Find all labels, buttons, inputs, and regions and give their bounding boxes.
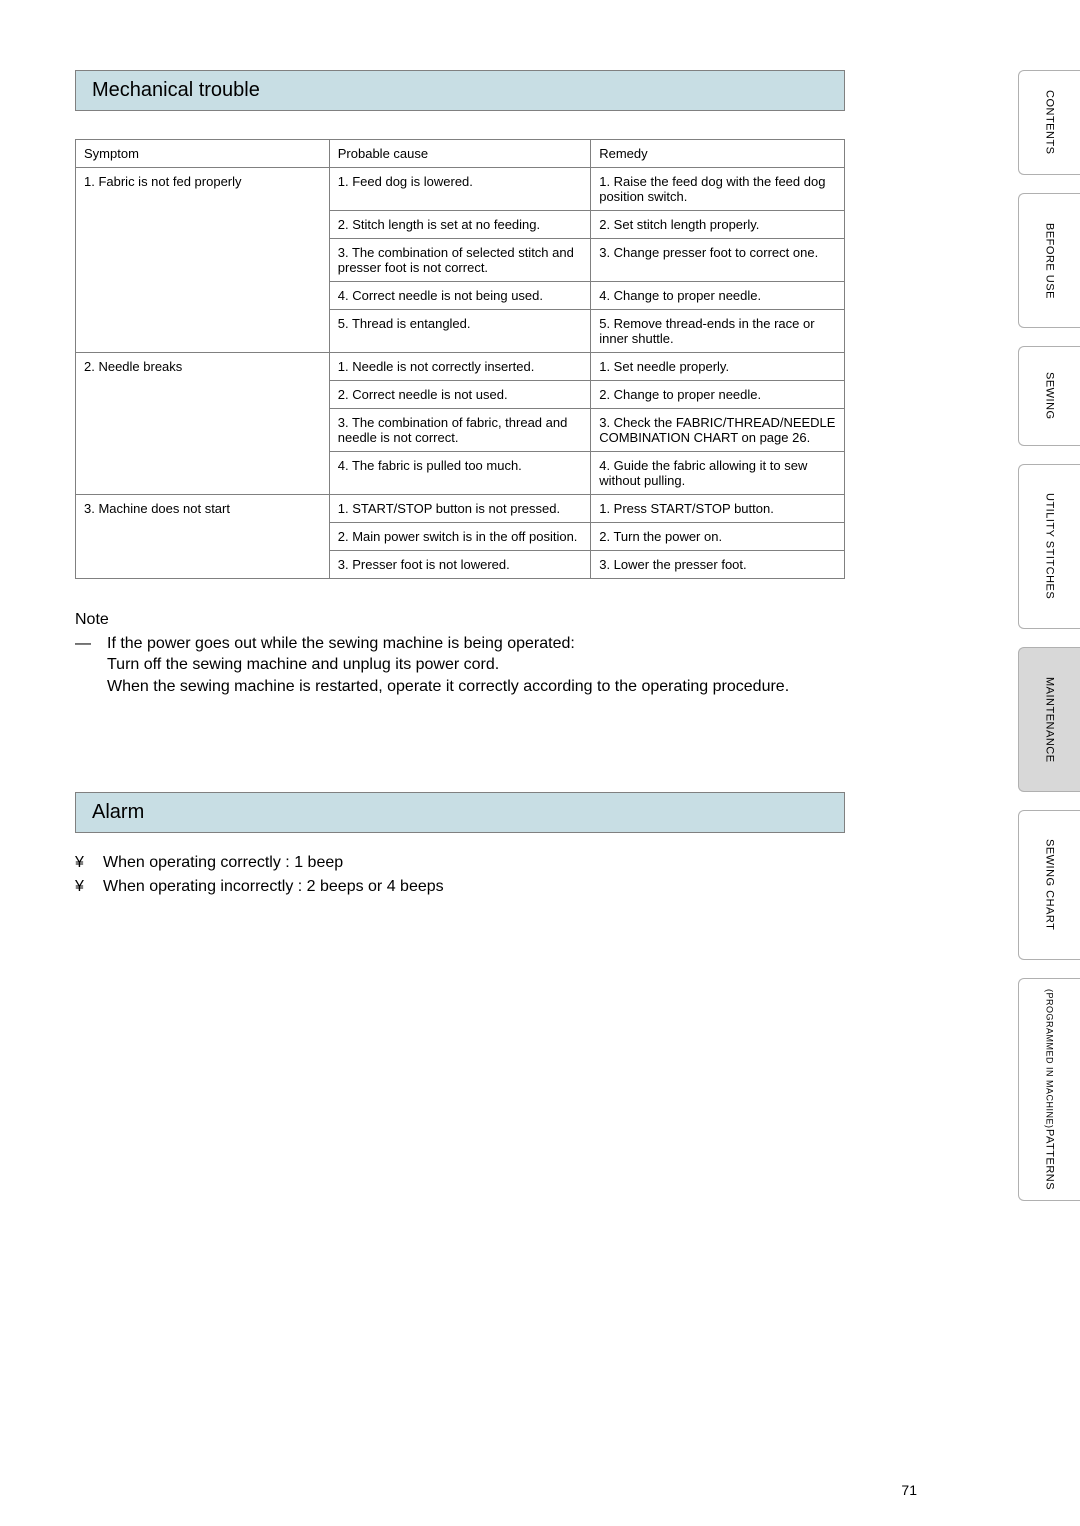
cause-cell: 2. Main power switch is in the off posit…	[329, 523, 590, 551]
mechanical-trouble-header: Mechanical trouble	[75, 70, 845, 111]
note-title: Note	[75, 609, 845, 631]
alarm-list: ¥When operating correctly : 1 beep¥When …	[75, 851, 845, 897]
cause-cell: 3. Presser foot is not lowered.	[329, 551, 590, 579]
remedy-cell: 1. Raise the feed dog with the feed dog …	[591, 168, 845, 211]
side-tab[interactable]: BEFORE USE	[1018, 193, 1080, 328]
note-block: Note — If the power goes out while the s…	[75, 609, 845, 697]
side-tab[interactable]: SEWING CHART	[1018, 810, 1080, 960]
side-tab[interactable]: UTILITY STITCHES	[1018, 464, 1080, 629]
remedy-cell: 1. Press START/STOP button.	[591, 495, 845, 523]
page-number: 71	[155, 1482, 925, 1498]
cause-cell: 1. Needle is not correctly inserted.	[329, 353, 590, 381]
cause-cell: 4. Correct needle is not being used.	[329, 282, 590, 310]
remedy-cell: 3. Change presser foot to correct one.	[591, 239, 845, 282]
remedy-cell: 5. Remove thread-ends in the race or inn…	[591, 310, 845, 353]
symptom-cell: 3. Machine does not start	[76, 495, 330, 579]
note-dash: —	[75, 633, 107, 655]
th-remedy: Remedy	[591, 140, 845, 168]
remedy-cell: 4. Change to proper needle.	[591, 282, 845, 310]
alarm-bullet: ¥	[75, 875, 103, 898]
cause-cell: 3. The combination of selected stitch an…	[329, 239, 590, 282]
cause-cell: 1. Feed dog is lowered.	[329, 168, 590, 211]
side-tab[interactable]: MAINTENANCE	[1018, 647, 1080, 792]
cause-cell: 4. The fabric is pulled too much.	[329, 452, 590, 495]
cause-cell: 5. Thread is entangled.	[329, 310, 590, 353]
note-line3: When the sewing machine is restarted, op…	[75, 676, 845, 698]
cause-cell: 3. The combination of fabric, thread and…	[329, 409, 590, 452]
remedy-cell: 3. Lower the presser foot.	[591, 551, 845, 579]
cause-cell: 1. START/STOP button is not pressed.	[329, 495, 590, 523]
remedy-cell: 2. Change to proper needle.	[591, 381, 845, 409]
th-symptom: Symptom	[76, 140, 330, 168]
alarm-header: Alarm	[75, 792, 845, 833]
alarm-bullet: ¥	[75, 851, 103, 874]
side-tab[interactable]: SEWING	[1018, 346, 1080, 446]
remedy-cell: 2. Set stitch length properly.	[591, 211, 845, 239]
trouble-table: Symptom Probable cause Remedy 1. Fabric …	[75, 139, 845, 579]
side-tab[interactable]: CONTENTS	[1018, 70, 1080, 175]
remedy-cell: 3. Check the FABRIC/THREAD/NEEDLE COMBIN…	[591, 409, 845, 452]
remedy-cell: 2. Turn the power on.	[591, 523, 845, 551]
remedy-cell: 4. Guide the fabric allowing it to sew w…	[591, 452, 845, 495]
remedy-cell: 1. Set needle properly.	[591, 353, 845, 381]
note-line2: Turn off the sewing machine and unplug i…	[75, 654, 845, 676]
alarm-item-text: When operating correctly : 1 beep	[103, 851, 343, 874]
side-tab[interactable]: (PROGRAMMED IN MACHINE)PATTERNS	[1018, 978, 1080, 1201]
note-line1: If the power goes out while the sewing m…	[107, 633, 845, 655]
cause-cell: 2. Correct needle is not used.	[329, 381, 590, 409]
th-cause: Probable cause	[329, 140, 590, 168]
side-tabs: CONTENTS BEFORE USE SEWING UTILITY STITCHES…	[1018, 70, 1080, 1201]
symptom-cell: 2. Needle breaks	[76, 353, 330, 495]
alarm-item-text: When operating incorrectly : 2 beeps or …	[103, 875, 444, 898]
cause-cell: 2. Stitch length is set at no feeding.	[329, 211, 590, 239]
symptom-cell: 1. Fabric is not fed properly	[76, 168, 330, 353]
